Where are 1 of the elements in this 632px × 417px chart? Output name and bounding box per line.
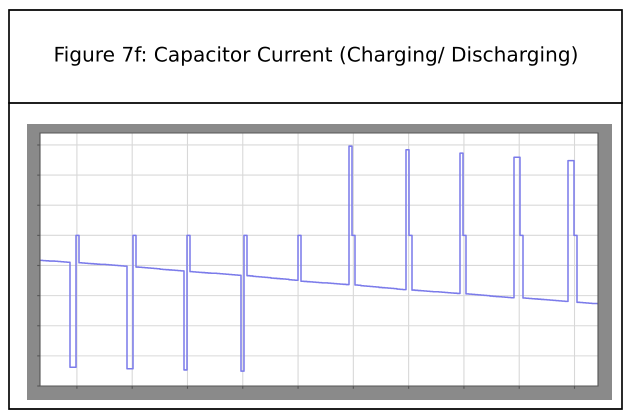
chart-title: Figure 7f: Capacitor Current (Charging/ Discharging): [56, 46, 577, 66]
